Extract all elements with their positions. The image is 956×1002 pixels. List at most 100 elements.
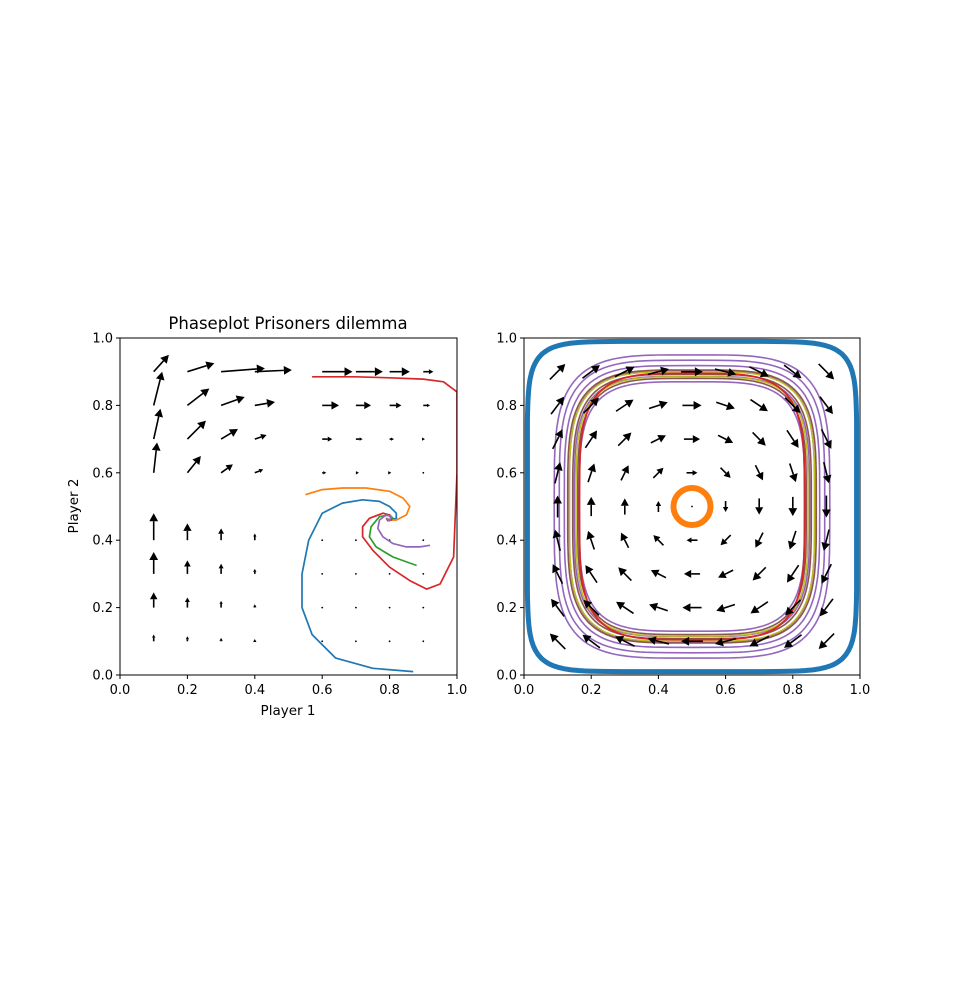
quiver-arrow — [149, 592, 158, 608]
quiver-arrow — [422, 606, 425, 609]
quiver-arrow — [422, 573, 425, 575]
quiver-arrow — [754, 464, 764, 481]
quiver-arrow — [389, 367, 410, 377]
quiver-arrow — [586, 496, 596, 517]
quiver-arrow — [149, 513, 159, 541]
x-tick-label: 0.0 — [110, 683, 131, 698]
y-tick-label: 0.0 — [92, 669, 113, 684]
quiver-arrow — [785, 599, 802, 616]
quiver-arrow — [818, 632, 835, 650]
trajectory-line — [575, 376, 809, 637]
quiver-arrow — [322, 367, 353, 377]
trajectory-line — [558, 359, 826, 654]
quiver-arrow — [423, 369, 434, 375]
quiver-arrow — [322, 471, 327, 475]
quiver-arrow — [720, 534, 732, 546]
x-tick-label: 0.0 — [514, 683, 535, 698]
quiver-arrow — [186, 388, 210, 407]
quiver-arrow — [647, 366, 669, 376]
quiver-arrow — [583, 599, 600, 616]
trajectory-line — [301, 498, 414, 673]
x-axis-label: Player 1 — [261, 703, 316, 719]
quiver-arrow — [184, 560, 191, 574]
axes-frame — [523, 337, 861, 676]
quiver-arrow — [355, 640, 357, 643]
quiver-arrow — [322, 401, 340, 410]
y-tick-label: 1.0 — [496, 332, 517, 347]
quiver-arrow — [752, 566, 767, 581]
quiver-arrow — [253, 638, 257, 642]
quiver-arrow — [549, 633, 566, 650]
quiver-arrow — [218, 563, 224, 574]
quiver-arrow — [718, 569, 734, 579]
y-tick-label: 0.0 — [496, 669, 517, 684]
quiver-arrow — [714, 368, 737, 377]
quiver-arrow — [819, 396, 833, 415]
quiver-arrow — [653, 535, 665, 546]
quiver-arrow — [389, 437, 394, 441]
trajectory-line — [568, 371, 816, 642]
trajectory-line — [670, 484, 714, 529]
quiver-arrow — [617, 432, 632, 447]
quiver-arrow — [647, 636, 670, 645]
quiver-arrow — [683, 569, 701, 578]
quiver-arrow — [549, 363, 566, 381]
chart-title: Phaseplot Prisoners dilemma — [168, 314, 407, 333]
axis-ticks: 0.0 0.2 0.4 0.6 0.8 1.0 0.0 0.2 0.4 0.6 0.8 1.0 — [92, 332, 467, 699]
quiver-arrow — [750, 398, 768, 412]
x-tick-label: 0.4 — [648, 683, 669, 698]
quiver-arrow — [355, 367, 383, 377]
x-tick-label: 0.4 — [244, 683, 265, 698]
quiver-arrow — [686, 470, 698, 476]
quiver-arrow — [821, 563, 832, 584]
trajectory-line — [524, 338, 860, 675]
quiver-arrow — [750, 601, 769, 614]
quiver-arrow — [552, 564, 564, 585]
quiver-arrow — [183, 523, 192, 541]
quiver-arrow — [184, 597, 190, 608]
quiver-arrow — [749, 366, 769, 377]
quiver-arrow — [784, 397, 801, 414]
quiver-arrow — [322, 436, 333, 442]
quiver-arrow — [186, 420, 206, 440]
quiver-arrow — [786, 564, 800, 583]
x-tick-label: 0.8 — [782, 683, 803, 698]
phaseplot-left-panel: Phaseplot Prisoners dilemma 0.0 0.2 0.4 0.6… — [66, 314, 467, 719]
quiver-arrow — [786, 429, 799, 448]
quiver-arrow — [388, 606, 391, 609]
quiver-arrow — [682, 603, 702, 612]
quiver-arrow — [321, 573, 324, 575]
quiver-arrow — [254, 399, 276, 408]
quiver-arrow — [422, 640, 425, 643]
quiver-arrow — [220, 428, 238, 440]
quiver-arrow — [355, 437, 363, 441]
quiver-arrow — [822, 461, 832, 484]
quiver-arrow — [716, 603, 736, 613]
quiver-arrow — [253, 568, 257, 574]
x-tick-label: 1.0 — [447, 683, 468, 698]
quiver-arrow — [620, 465, 629, 481]
quiver-arrow — [186, 455, 201, 474]
quiver-arrow — [388, 573, 391, 575]
quiver-arrow — [755, 498, 764, 515]
quiver-arrow — [388, 640, 391, 643]
quiver-arrow — [717, 434, 734, 444]
quiver-arrow — [681, 367, 703, 377]
quiver-arrow — [550, 396, 565, 415]
quiver-arrow — [681, 636, 703, 646]
quiver-arrow — [722, 501, 729, 512]
quiver-arrow — [648, 400, 668, 410]
axes-frame — [119, 337, 458, 676]
quiver-arrow — [152, 371, 165, 406]
quiver-arrow — [388, 471, 392, 475]
y-tick-label: 0.8 — [92, 399, 113, 414]
quiver-arrow — [185, 636, 190, 642]
quiver-arrow — [719, 467, 731, 478]
quiver-arrow — [818, 363, 835, 380]
y-tick-label: 0.2 — [496, 601, 517, 616]
quiver-arrow — [683, 435, 701, 444]
quiver-arrow — [253, 604, 257, 608]
y-axis-label: Player 2 — [66, 479, 82, 534]
quiver-arrow — [584, 430, 598, 449]
